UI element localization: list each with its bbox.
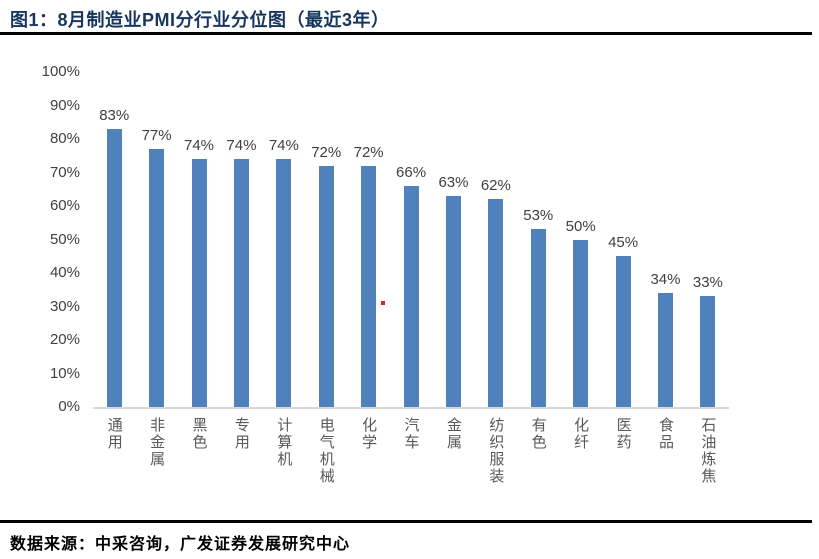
y-axis-tick-label: 50% xyxy=(49,230,80,248)
bar xyxy=(488,199,504,407)
stray-red-dot xyxy=(381,301,385,305)
bar-group: 34% xyxy=(644,72,686,407)
x-axis-category-label: 专用 xyxy=(232,417,250,451)
bar-value-label: 63% xyxy=(438,173,469,191)
x-axis-category-label: 石油炼焦 xyxy=(699,417,717,485)
y-axis-tick-label: 60% xyxy=(49,197,80,214)
bar xyxy=(403,185,419,407)
x-axis-category-label: 医药 xyxy=(614,417,632,451)
x-axis-category-label: 化纤 xyxy=(572,417,590,451)
footer-divider xyxy=(0,520,812,523)
x-axis-category: 通用 xyxy=(93,417,135,485)
bar-group: 72% xyxy=(305,72,347,407)
bar-value-label: 62% xyxy=(480,177,511,195)
pmi-bar-chart: 100% 90% 80% 70% 60% 50% 40% 30% 20% 10% 0% 83% 77%… xyxy=(0,40,819,510)
plot-area: 83% 77% 74% 74% 74% 72% 72% 66% 63% 62% 53% 50% 45% 3… xyxy=(93,72,729,409)
data-source: 数据来源：中采咨询，广发证券发展研究中心 xyxy=(10,536,351,553)
x-axis-category-label: 非金属 xyxy=(148,417,166,468)
x-axis-category-label: 金属 xyxy=(444,417,462,451)
bar-group: 83% xyxy=(93,72,135,407)
bar-value-label: 34% xyxy=(650,271,681,289)
bar-group: 33% xyxy=(687,72,729,407)
bar-group: 66% xyxy=(390,72,432,407)
x-axis-category-label: 计算机 xyxy=(275,417,293,468)
bar xyxy=(573,239,589,407)
bar-value-label: 33% xyxy=(692,274,723,292)
y-axis-tick-label: 70% xyxy=(49,163,80,181)
x-axis-category-label: 纺织服装 xyxy=(487,417,505,485)
bar xyxy=(233,159,249,407)
x-axis-category: 食品 xyxy=(644,417,686,485)
x-axis-category: 有色 xyxy=(517,417,559,485)
bar xyxy=(149,149,165,407)
y-axis-tick-label: 30% xyxy=(49,297,80,315)
x-axis-category-label: 有色 xyxy=(529,417,547,451)
bar-group: 74% xyxy=(178,72,220,407)
bar xyxy=(106,128,122,407)
bar-group: 63% xyxy=(432,72,474,407)
bar-value-label: 77% xyxy=(141,127,172,145)
bar-group: 53% xyxy=(517,72,559,407)
y-axis-tick-label: 90% xyxy=(49,96,80,114)
bar-value-label: 74% xyxy=(268,137,299,155)
x-axis-category: 计算机 xyxy=(263,417,305,485)
x-axis: 通用 非金属 黑色 专用 计算机 电气机械 化学 汽车 金属 纺织服装 有色 化纤 医药 食品 石油炼焦 xyxy=(93,417,729,485)
x-axis-category: 电气机械 xyxy=(305,417,347,485)
bar xyxy=(530,229,546,407)
title-divider xyxy=(0,32,812,35)
bar-value-label: 72% xyxy=(353,143,384,161)
bar xyxy=(445,195,461,407)
y-axis-tick-label: 80% xyxy=(49,130,80,147)
x-axis-category: 汽车 xyxy=(390,417,432,485)
figure-title: 图1：8月制造业PMI分行业分位图（最近3年） xyxy=(10,10,390,30)
bar-value-label: 72% xyxy=(311,143,342,161)
bar xyxy=(700,296,716,407)
x-axis-category-label: 通用 xyxy=(105,417,123,451)
x-axis-category: 纺织服装 xyxy=(475,417,517,485)
x-axis-category: 金属 xyxy=(432,417,474,485)
bar-value-label: 53% xyxy=(523,207,554,225)
y-axis-tick-label: 40% xyxy=(49,264,80,281)
bar xyxy=(191,159,207,407)
x-axis-category: 专用 xyxy=(220,417,262,485)
bar xyxy=(361,165,377,407)
bar xyxy=(657,293,673,407)
bar-group: 50% xyxy=(559,72,601,407)
x-axis-category: 化学 xyxy=(347,417,389,485)
x-axis-category-label: 电气机械 xyxy=(317,417,335,485)
x-axis-category-label: 食品 xyxy=(656,417,674,451)
bar-value-label: 66% xyxy=(396,163,427,181)
bar-value-label: 45% xyxy=(608,234,639,252)
bar-value-label: 74% xyxy=(184,137,215,155)
bar-value-label: 83% xyxy=(99,106,130,124)
bar-value-label: 50% xyxy=(565,217,596,235)
x-axis-category-label: 汽车 xyxy=(402,417,420,451)
y-axis: 100% 90% 80% 70% 60% 50% 40% 30% 20% 10% 0% xyxy=(0,63,80,415)
bar xyxy=(276,159,292,407)
x-axis-category: 化纤 xyxy=(559,417,601,485)
bar-group: 62% xyxy=(475,72,517,407)
y-axis-tick-label: 0% xyxy=(58,398,80,415)
bar-value-label: 74% xyxy=(226,137,257,155)
x-axis-category: 非金属 xyxy=(135,417,177,485)
y-axis-tick-label: 10% xyxy=(49,364,80,382)
bar-group: 74% xyxy=(220,72,262,407)
bar-group: 77% xyxy=(135,72,177,407)
x-axis-category: 石油炼焦 xyxy=(687,417,729,485)
y-axis-tick-label: 100% xyxy=(41,63,80,80)
bar-group: 74% xyxy=(263,72,305,407)
x-axis-category: 黑色 xyxy=(178,417,220,485)
bar xyxy=(615,256,631,407)
bar-group: 45% xyxy=(602,72,644,407)
x-axis-category-label: 黑色 xyxy=(190,417,208,451)
bar-group: 72% xyxy=(347,72,389,407)
x-axis-category: 医药 xyxy=(602,417,644,485)
bar xyxy=(318,165,334,407)
y-axis-tick-label: 20% xyxy=(49,331,80,348)
x-axis-category-label: 化学 xyxy=(360,417,378,451)
